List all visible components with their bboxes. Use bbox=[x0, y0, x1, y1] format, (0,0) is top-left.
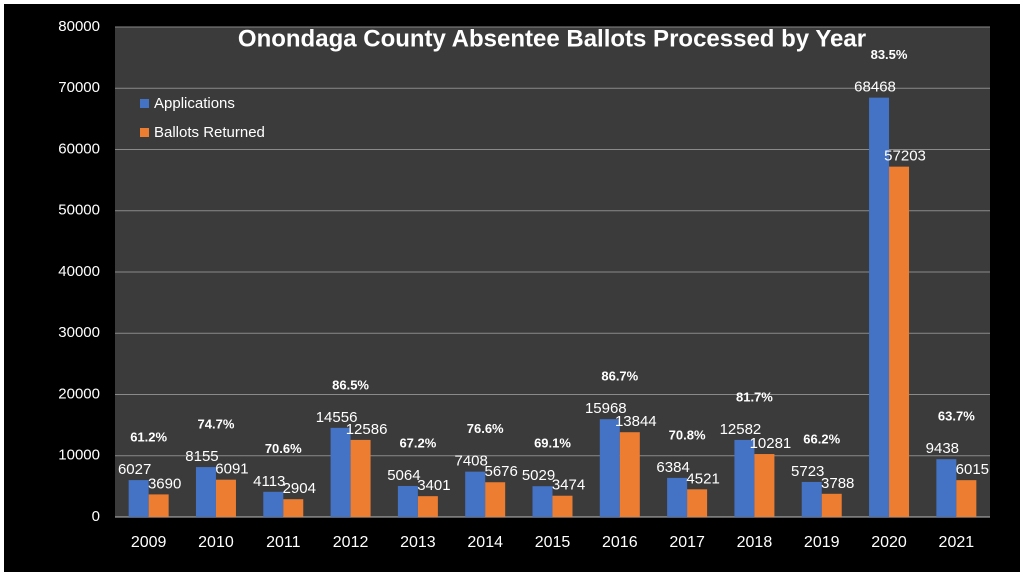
bar bbox=[599, 419, 620, 517]
x-tick-label: 2014 bbox=[467, 534, 503, 551]
value-label: 3401 bbox=[417, 477, 450, 494]
x-tick-label: 2018 bbox=[737, 534, 773, 551]
rate-annotation: 70.8% bbox=[669, 427, 706, 442]
value-label: 4113 bbox=[253, 473, 285, 490]
rate-annotation: 66.2% bbox=[803, 431, 840, 446]
bar bbox=[552, 495, 573, 517]
chart-title: Onondaga County Absentee Ballots Process… bbox=[238, 25, 866, 52]
legend-label: Ballots Returned bbox=[154, 124, 265, 141]
bar bbox=[667, 477, 688, 517]
y-tick-label: 0 bbox=[92, 508, 100, 525]
value-label: 5676 bbox=[485, 463, 518, 480]
value-label: 6015 bbox=[956, 461, 989, 478]
value-label: 3690 bbox=[148, 475, 181, 492]
y-tick-label: 20000 bbox=[58, 385, 100, 402]
x-tick-label: 2010 bbox=[198, 534, 234, 551]
y-tick-label: 60000 bbox=[58, 140, 100, 157]
rate-annotation: 86.7% bbox=[601, 369, 638, 384]
x-tick-label: 2013 bbox=[400, 534, 436, 551]
x-tick-label: 2019 bbox=[804, 534, 840, 551]
value-label: 5029 bbox=[522, 467, 555, 484]
bar bbox=[195, 467, 216, 517]
value-label: 2904 bbox=[283, 480, 316, 497]
bar bbox=[148, 494, 169, 517]
value-label: 3788 bbox=[821, 475, 854, 492]
x-tick-label: 2016 bbox=[602, 534, 638, 551]
value-label: 15968 bbox=[585, 400, 627, 417]
bar bbox=[350, 439, 371, 517]
rate-annotation: 61.2% bbox=[130, 430, 167, 445]
value-label: 12582 bbox=[720, 421, 762, 438]
y-tick-label: 30000 bbox=[58, 324, 100, 341]
bar bbox=[956, 480, 977, 517]
bar bbox=[263, 491, 284, 517]
bar bbox=[754, 454, 775, 517]
x-tick-label: 2015 bbox=[535, 534, 571, 551]
value-label: 6384 bbox=[656, 459, 689, 476]
y-tick-label: 70000 bbox=[58, 79, 100, 96]
bar bbox=[936, 459, 957, 517]
y-tick-label: 10000 bbox=[58, 447, 100, 464]
rate-annotation: 70.6% bbox=[265, 441, 302, 456]
x-tick-label: 2021 bbox=[939, 534, 975, 551]
x-tick-label: 2011 bbox=[266, 534, 301, 551]
x-tick-label: 2017 bbox=[669, 534, 705, 551]
bar bbox=[734, 439, 755, 517]
legend-swatch bbox=[140, 99, 149, 108]
bar bbox=[283, 499, 304, 517]
bar bbox=[801, 481, 822, 517]
bar bbox=[889, 166, 910, 517]
x-tick-label: 2009 bbox=[131, 534, 167, 551]
bar bbox=[687, 489, 708, 517]
value-label: 13844 bbox=[615, 413, 657, 430]
rate-annotation: 74.7% bbox=[198, 416, 235, 431]
value-label: 7408 bbox=[455, 453, 488, 470]
y-tick-label: 40000 bbox=[58, 263, 100, 280]
y-tick-label: 80000 bbox=[58, 18, 100, 35]
value-label: 9438 bbox=[926, 440, 959, 457]
bar bbox=[397, 485, 418, 517]
x-tick-label: 2020 bbox=[871, 534, 907, 551]
rate-annotation: 67.2% bbox=[399, 435, 436, 450]
value-label: 6027 bbox=[118, 461, 151, 478]
rate-annotation: 86.5% bbox=[332, 377, 369, 392]
legend-label: Applications bbox=[154, 95, 235, 112]
legend-swatch bbox=[140, 128, 149, 137]
value-label: 68468 bbox=[854, 79, 896, 96]
y-tick-label: 50000 bbox=[58, 202, 100, 219]
bar bbox=[532, 486, 553, 517]
value-label: 6091 bbox=[215, 461, 248, 478]
bar bbox=[869, 97, 890, 518]
value-label: 4521 bbox=[686, 470, 719, 487]
value-label: 12586 bbox=[346, 421, 388, 438]
value-label: 3474 bbox=[552, 477, 585, 494]
bar bbox=[465, 471, 486, 517]
bar bbox=[330, 427, 351, 517]
value-label: 10281 bbox=[750, 435, 792, 452]
value-label: 14556 bbox=[316, 409, 358, 426]
bar bbox=[485, 482, 506, 517]
x-tick-label: 2012 bbox=[333, 534, 369, 551]
bar bbox=[215, 479, 236, 517]
bar bbox=[619, 432, 640, 517]
value-label: 57203 bbox=[884, 148, 926, 165]
bar bbox=[821, 493, 842, 517]
rate-annotation: 83.5% bbox=[871, 47, 908, 62]
value-label: 8155 bbox=[185, 448, 218, 465]
value-label: 5064 bbox=[387, 467, 420, 484]
rate-annotation: 63.7% bbox=[938, 409, 975, 424]
bar bbox=[417, 496, 438, 517]
rate-annotation: 69.1% bbox=[534, 436, 571, 451]
bar bbox=[128, 480, 149, 517]
rate-annotation: 76.6% bbox=[467, 421, 504, 436]
value-label: 5723 bbox=[791, 463, 824, 480]
rate-annotation: 81.7% bbox=[736, 389, 773, 404]
